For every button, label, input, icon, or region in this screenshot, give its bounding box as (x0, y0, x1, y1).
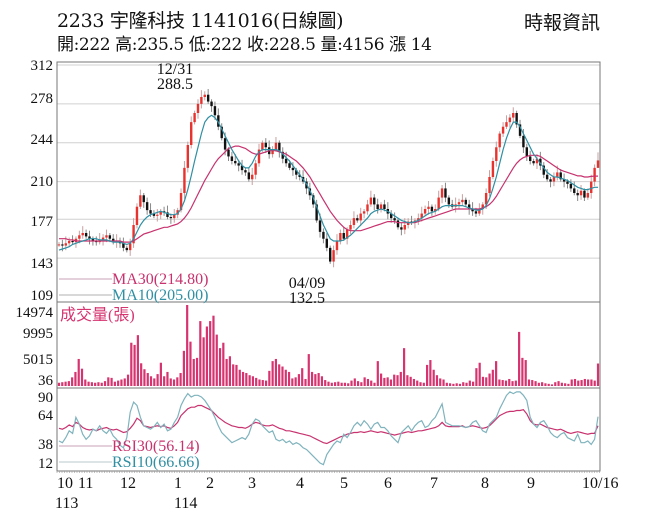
x-tick-nov: 11 (78, 475, 93, 492)
rsi10-line (58, 391, 599, 466)
quote-summary: 開:222 高:235.5 低:222 收:228.5 量:4156 漲 14 (57, 35, 432, 55)
x-tick-jul: 7 (430, 475, 438, 492)
low-date-annotation: 04/09 (289, 275, 325, 292)
candlesticks (57, 89, 600, 268)
x-tick-dec: 12 (120, 475, 136, 492)
high-date-annotation: 12/31 (157, 61, 193, 78)
ma30-line (59, 145, 598, 243)
rsi30-legend: RSI30(56.14) (112, 438, 200, 455)
x-tick-apr: 4 (296, 475, 304, 492)
y-tick-278: 278 (31, 91, 54, 107)
rsi10-legend: RSI10(66.66) (112, 454, 200, 471)
rsi-tick-64: 64 (38, 408, 54, 424)
x-tick-aug: 8 (481, 475, 489, 492)
volume-bars (57, 305, 600, 386)
x-tick-sep: 9 (527, 475, 535, 492)
ma10-legend: MA10(205.00) (112, 287, 208, 304)
ma30-legend: MA30(214.80) (112, 271, 208, 288)
y-tick-312: 312 (31, 58, 54, 74)
low-value-annotation: 132.5 (289, 290, 325, 307)
rsi-tick-12: 12 (38, 456, 53, 472)
x-year-113: 113 (55, 495, 78, 512)
vol-tick-max: 14974 (16, 305, 54, 321)
x-tick-jan: 1 (174, 475, 182, 492)
y-tick-109: 109 (31, 288, 54, 304)
high-value-annotation: 288.5 (157, 76, 193, 93)
y-tick-177: 177 (31, 214, 54, 230)
chart-title: 2233 宇隆科技 1141016(日線圖) (57, 10, 344, 32)
x-tick-last: 10/16 (582, 475, 618, 492)
vol-tick-3: 5015 (23, 352, 53, 368)
rsi-tick-38: 38 (38, 437, 53, 453)
y-tick-244: 244 (31, 132, 54, 148)
x-tick-oct: 10 (57, 475, 73, 492)
x-tick-may: 5 (340, 475, 348, 492)
rsi-panel-frame (56, 387, 601, 472)
y-tick-143: 143 (31, 256, 54, 272)
brand-label: 時報資訊 (523, 12, 600, 34)
rsi30-line (58, 404, 599, 445)
vol-tick-min: 36 (38, 373, 54, 389)
x-tick-jun: 6 (384, 475, 392, 492)
price-gridlines (57, 64, 600, 259)
rsi-tick-90: 90 (38, 390, 53, 406)
x-axis-labels: 10 11 12 1 2 3 4 5 6 7 8 9 10/16 113 114 (55, 475, 618, 512)
ma10-line (58, 114, 598, 251)
x-year-114: 114 (174, 495, 197, 512)
y-tick-210: 210 (31, 174, 54, 190)
vol-tick-2: 9995 (23, 326, 53, 342)
volume-legend: 成交量(張) (60, 306, 135, 324)
x-tick-mar: 3 (248, 475, 256, 492)
x-tick-feb: 2 (206, 475, 214, 492)
